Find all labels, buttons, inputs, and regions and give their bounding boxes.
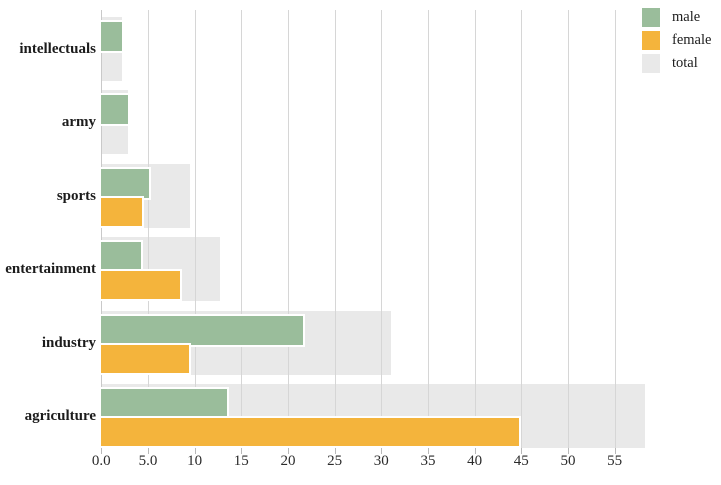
x-tick-label: 30 [373,453,389,469]
x-tick-label: 35 [420,453,436,469]
x-tick-mark [334,448,336,454]
x-tick-mark [147,448,149,454]
gridline [381,10,383,448]
x-tick-label: 45 [513,453,529,469]
x-tick-mark [287,448,289,454]
x-tick-label: 20 [280,453,296,469]
gridline [241,10,243,448]
x-tick-label: 25 [327,453,343,469]
bar-male [101,95,129,125]
bar-female [101,344,190,373]
gridline [147,10,149,448]
x-tick-label: 10 [187,453,203,469]
gridline [427,10,429,448]
legend-label: total [672,55,698,71]
x-tick-mark [101,448,103,454]
legend: male female total [642,8,711,77]
x-tick-mark [241,448,243,454]
legend-swatch-male [642,8,660,27]
bar-female [101,197,143,226]
gridline [287,10,289,448]
x-tick-label: 55 [607,453,623,469]
x-tick-mark [567,448,569,454]
gridline [521,10,523,448]
x-tick-label: 5.0 [138,453,158,469]
category-label: sports [56,187,96,204]
x-tick-mark [521,448,523,454]
gridline [614,10,616,448]
category-label: industry [41,334,96,351]
x-tick-label: 50 [560,453,576,469]
category-label: agriculture [24,408,96,424]
x-tick-label: 40 [467,453,483,469]
category-label: intellectuals [19,41,96,57]
x-tick-mark [474,448,476,454]
legend-swatch-total [642,54,660,73]
category-label: entertainment [5,261,96,278]
bar-male [101,242,142,272]
bar-male [101,22,122,51]
legend-label: female [672,32,712,48]
gridline [194,10,196,448]
legend-label: male [672,9,701,25]
x-tick-label: 0.0 [91,453,111,469]
legend-item: male [642,8,711,27]
x-tick-mark [427,448,429,454]
gridline [474,10,476,448]
bar-male [101,315,303,345]
gridline [567,10,569,448]
legend-item: female [642,31,711,50]
x-tick-label: 15 [233,453,249,469]
bar-female [101,271,180,300]
legend-item: total [642,54,711,73]
category-label: army [61,114,96,131]
gridline [101,10,103,448]
x-tick-mark [381,448,383,454]
bar-female [101,418,520,446]
legend-swatch-female [642,31,660,50]
x-tick-mark [194,448,196,454]
x-tick-mark [614,448,616,454]
bar-male [101,389,228,418]
bar-male [101,168,149,198]
gridline [334,10,336,448]
